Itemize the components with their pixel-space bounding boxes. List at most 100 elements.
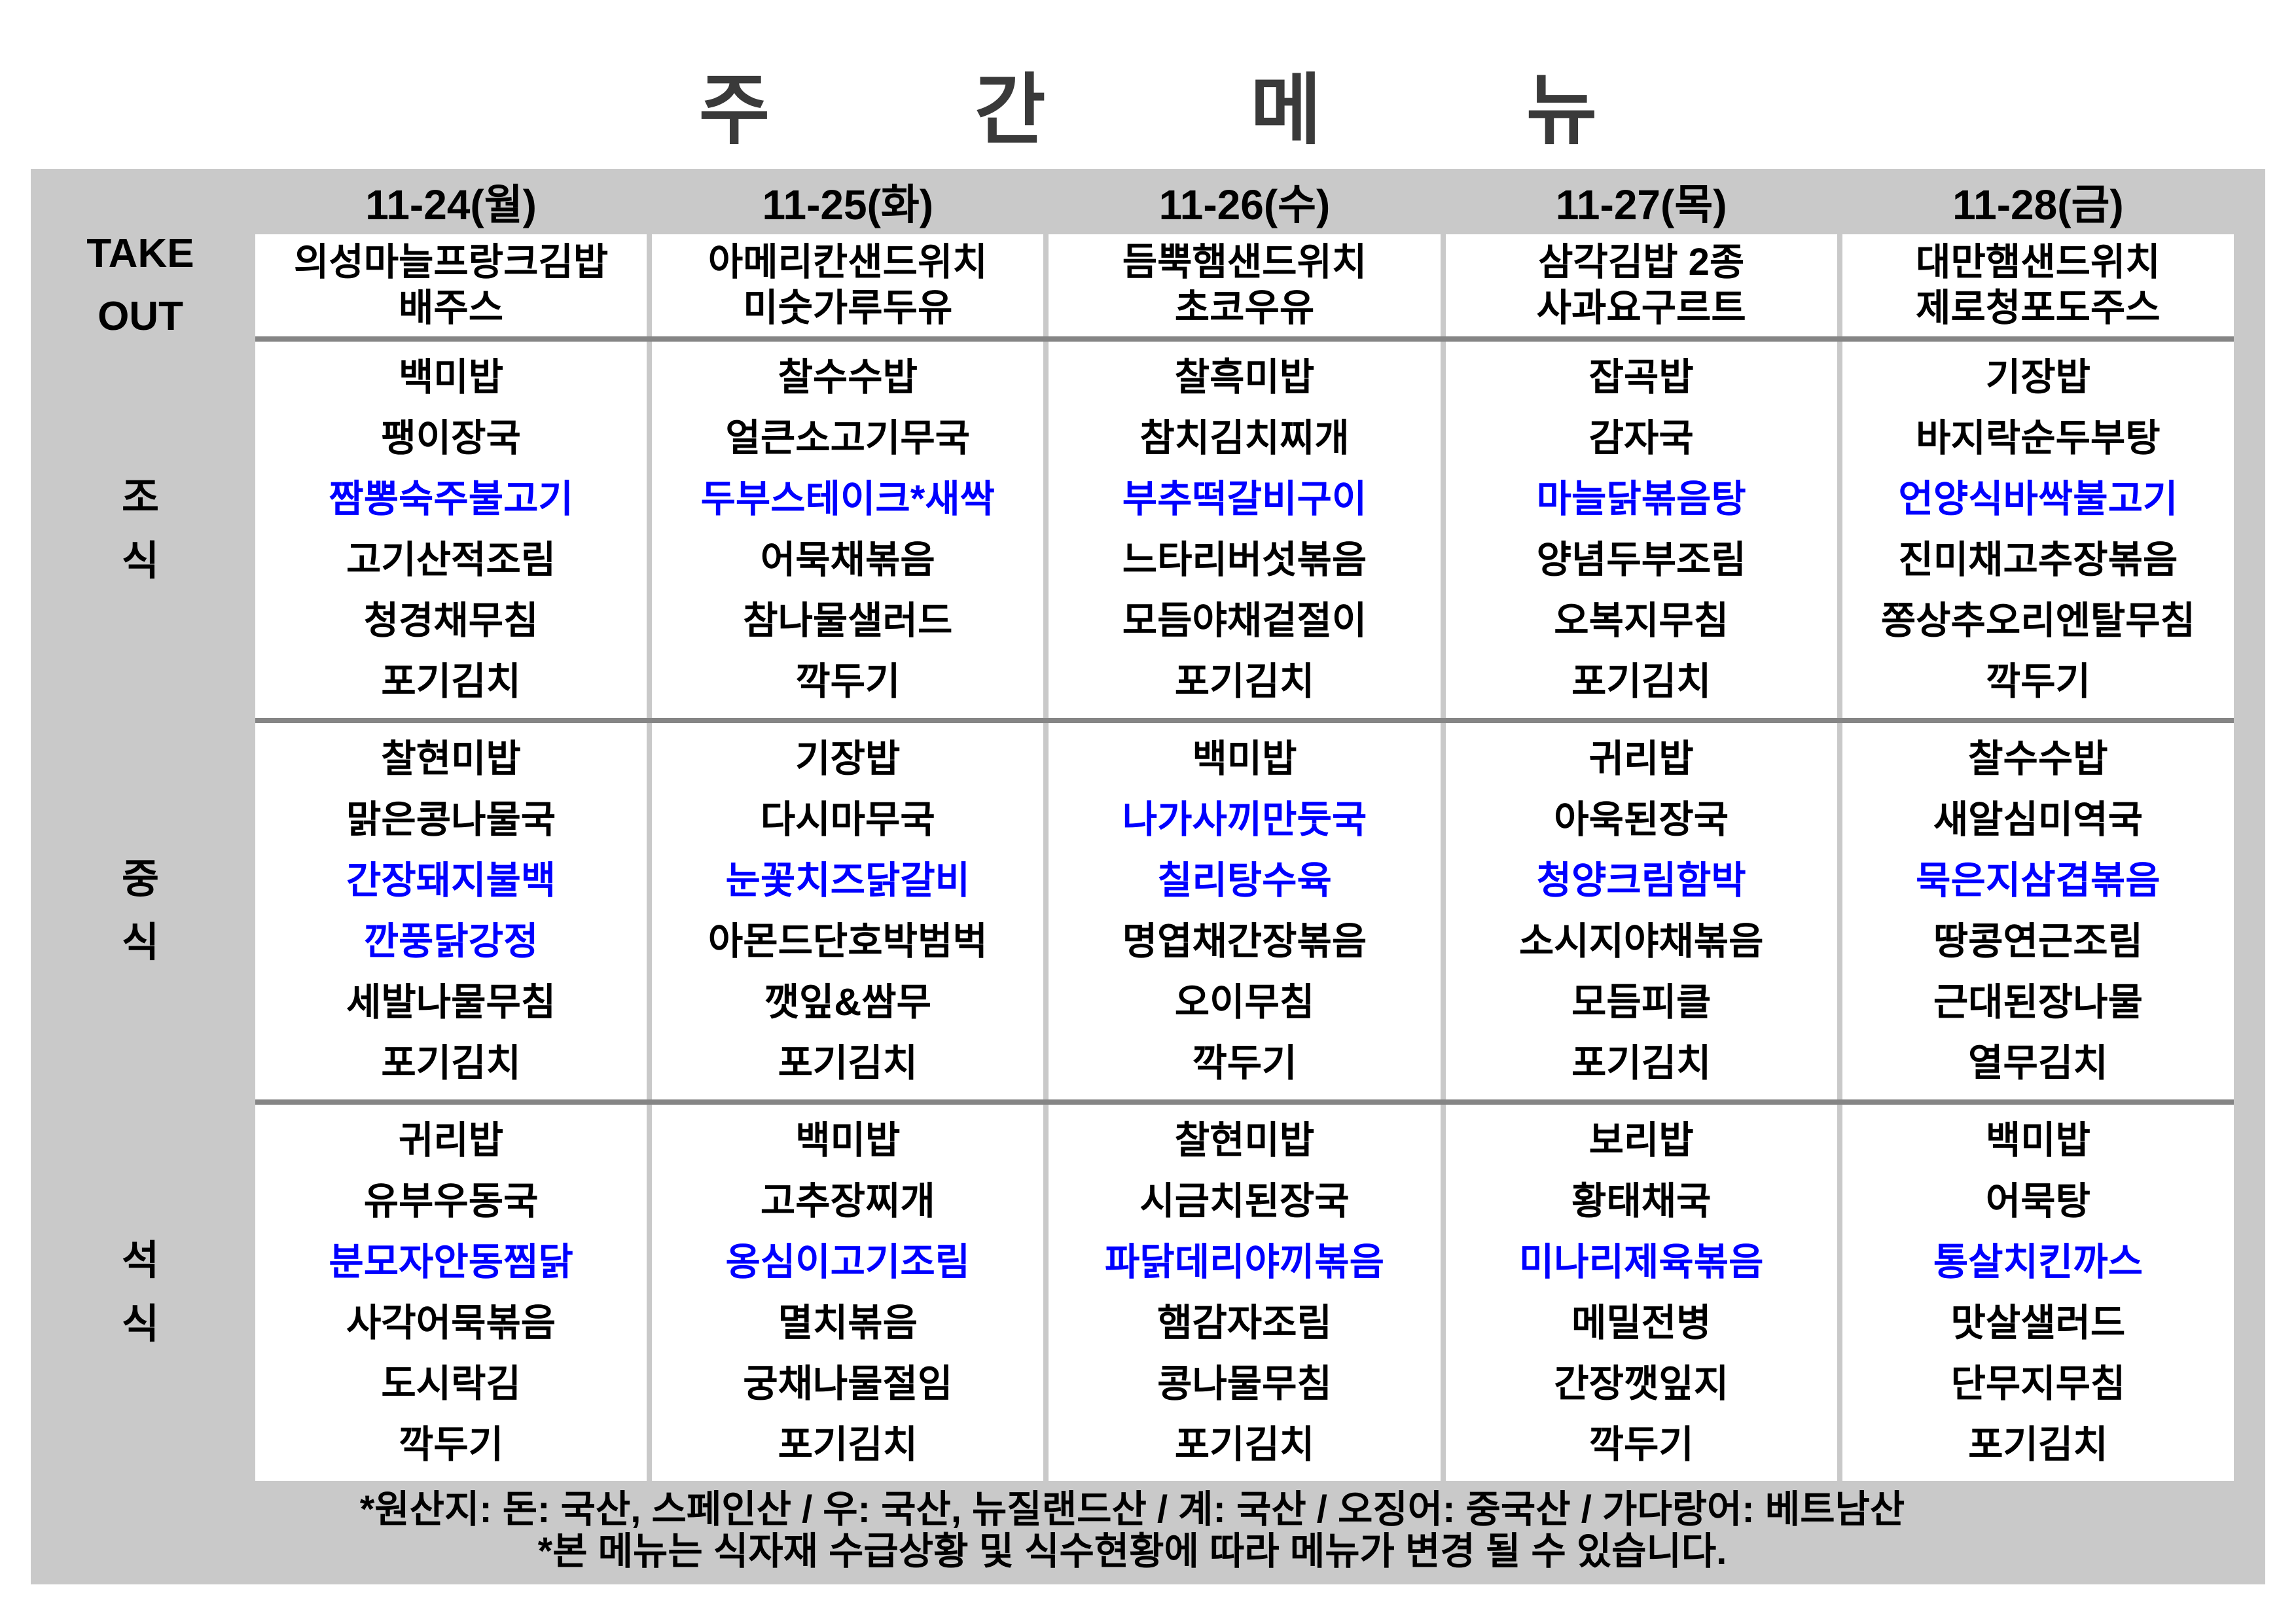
menu-cell-takeout-day4: 삼각김밥 2종 사과요구르트	[1445, 234, 1837, 336]
section-divider	[255, 718, 2234, 723]
menu-item: 포기김치	[381, 1042, 521, 1085]
menu-item: 배주스	[399, 287, 504, 330]
menu-item: 대만햄샌드위치	[1916, 241, 2161, 284]
menu-item: 간장깻잎지	[1554, 1363, 1729, 1406]
menu-item: 깻잎&쌈무	[764, 981, 931, 1024]
menu-item-special: 통살치킨까스	[1933, 1240, 2143, 1283]
menu-item: 느타리버섯볶음	[1122, 539, 1367, 582]
menu-item: 깍두기	[1192, 1042, 1297, 1085]
row-label-line: 석	[121, 1238, 160, 1284]
menu-item: 백미밥	[399, 355, 504, 399]
menu-item: 진미채고추장볶음	[1898, 539, 2178, 582]
menu-cell-dinner-day2: 백미밥 고추장찌개 옹심이고기조림 멸치볶음 궁채나물절임 포기김치	[652, 1105, 1044, 1481]
menu-item: 모듬피클	[1571, 981, 1712, 1024]
menu-item-special: 미나리제육볶음	[1518, 1240, 1764, 1283]
menu-item: 사각어묵볶음	[346, 1302, 556, 1345]
menu-item: 어묵탕	[1985, 1179, 2090, 1222]
menu-item: 아욱된장국	[1554, 798, 1729, 841]
menu-item: 아메리칸샌드위치	[708, 241, 988, 284]
menu-item: 황태채국	[1571, 1179, 1712, 1222]
menu-item: 오이무침	[1174, 981, 1315, 1024]
row-label-takeout: TAKE OUT	[31, 231, 250, 339]
menu-item: 새알심미역국	[1933, 798, 2143, 841]
menu-item: 오복지무침	[1554, 599, 1729, 643]
menu-cell-takeout-day3: 듬뿍햄샌드위치 초코우유	[1049, 234, 1441, 336]
footer-notes: *원산지: 돈: 국산, 스페인산 / 우: 국산, 뉴질랜드산 / 계: 국산…	[31, 1481, 2234, 1584]
menu-table: 11-24(월) 11-25(화) 11-26(수) 11-27(목) 11-2…	[31, 169, 2265, 1584]
menu-item: 땅콩연근조림	[1933, 920, 2143, 963]
menu-item-special: 짬뽕숙주불고기	[329, 477, 573, 520]
menu-item: 깍두기	[1588, 1423, 1694, 1467]
row-label-line: TAKE	[86, 230, 194, 276]
date-header-tue: 11-25(화)	[762, 181, 934, 228]
menu-item: 깍두기	[795, 660, 901, 704]
menu-item: 찰수수밥	[778, 355, 918, 399]
menu-item: 명엽채간장볶음	[1122, 920, 1367, 963]
menu-item: 근대된장나물	[1933, 981, 2143, 1024]
menu-item: 아몬드단호박범벅	[708, 920, 988, 963]
menu-item: 깍두기	[399, 1423, 504, 1467]
menu-item: 참치김치찌개	[1139, 416, 1350, 459]
menu-item-special: 깐풍닭강정	[363, 920, 539, 963]
menu-item: 찰현미밥	[1174, 1118, 1315, 1162]
menu-item: 귀리밥	[1588, 737, 1694, 780]
section-divider	[255, 1099, 2234, 1105]
menu-item: 햄감자조림	[1157, 1302, 1332, 1345]
row-label-line: 조	[121, 475, 160, 521]
menu-item-special: 칠리탕수육	[1157, 859, 1332, 902]
footer-origin-note: *원산지: 돈: 국산, 스페인산 / 우: 국산, 뉴질랜드산 / 계: 국산…	[359, 1488, 1905, 1531]
menu-item: 포기김치	[778, 1042, 918, 1085]
menu-item: 보리밥	[1588, 1118, 1694, 1162]
page-title: 주 간 메 뉴	[698, 67, 1689, 154]
menu-item-special: 나가사끼만둣국	[1122, 798, 1367, 841]
menu-item: 콩나물무침	[1157, 1363, 1332, 1406]
menu-item: 맛살샐러드	[1950, 1302, 2126, 1345]
menu-item: 포기김치	[381, 660, 521, 704]
menu-item: 듬뿍햄샌드위치	[1122, 241, 1367, 284]
menu-item: 사과요구르트	[1536, 287, 1746, 330]
menu-item: 단무지무침	[1950, 1363, 2126, 1406]
menu-item: 청경채무침	[363, 599, 539, 643]
menu-item-special: 파닭데리야끼볶음	[1105, 1240, 1384, 1283]
menu-cell-breakfast-day3: 찰흑미밥 참치김치찌개 부추떡갈비구이 느타리버섯볶음 모듬야채겉절이 포기김치	[1049, 342, 1441, 718]
menu-item: 감자국	[1588, 416, 1694, 459]
menu-item: 맑은콩나물국	[346, 798, 556, 841]
date-header-fri: 11-28(금)	[1952, 181, 2124, 228]
menu-cell-dinner-day1: 귀리밥 유부우동국 분모자안동찜닭 사각어묵볶음 도시락김 깍두기	[255, 1105, 647, 1481]
menu-item: 백미밥	[795, 1118, 901, 1162]
menu-item: 포기김치	[1571, 660, 1712, 704]
menu-item: 열무김치	[1968, 1042, 2108, 1085]
menu-item: 기장밥	[1985, 355, 2090, 399]
menu-item-special: 부추떡갈비구이	[1122, 477, 1367, 520]
menu-item-special: 묵은지삼겹볶음	[1916, 859, 2161, 902]
menu-cell-breakfast-day1: 백미밥 팽이장국 짬뽕숙주불고기 고기산적조림 청경채무침 포기김치	[255, 342, 647, 718]
menu-item: 참나물샐러드	[743, 599, 953, 643]
menu-item: 양념두부조림	[1536, 539, 1746, 582]
menu-item: 미숫가루두유	[743, 287, 953, 330]
menu-item: 제로청포도주스	[1916, 287, 2161, 330]
menu-item: 궁채나물절임	[743, 1363, 953, 1406]
row-label-line: 중	[121, 857, 160, 902]
menu-item: 유부우동국	[363, 1179, 539, 1222]
menu-item: 백미밥	[1192, 737, 1297, 780]
menu-item-special: 청양크림함박	[1536, 859, 1746, 902]
menu-item: 의성마늘프랑크김밥	[293, 241, 609, 284]
menu-item: 백미밥	[1985, 1118, 2090, 1162]
menu-item: 쫑상추오리엔탈무침	[1880, 599, 2196, 643]
menu-cell-breakfast-day5: 기장밥 바지락순두부탕 언양식바싹불고기 진미채고추장볶음 쫑상추오리엔탈무침 깍두기	[1842, 342, 2234, 718]
menu-item: 소시지야채볶음	[1518, 920, 1764, 963]
menu-item-special: 분모자안동찜닭	[329, 1240, 573, 1283]
menu-item-special: 눈꽃치즈닭갈비	[725, 859, 971, 902]
menu-item: 잡곡밥	[1588, 355, 1694, 399]
footer-change-note: *본 메뉴는 식자재 수급상황 및 식수현황에 따라 메뉴가 변경 될 수 있습…	[537, 1530, 1727, 1573]
menu-item: 포기김치	[1571, 1042, 1712, 1085]
row-label-line: 식	[121, 1301, 160, 1347]
menu-item: 시금치된장국	[1139, 1179, 1350, 1222]
menu-item: 찰수수밥	[1968, 737, 2108, 780]
menu-item: 도시락김	[381, 1363, 521, 1406]
menu-item: 멸치볶음	[778, 1302, 918, 1345]
